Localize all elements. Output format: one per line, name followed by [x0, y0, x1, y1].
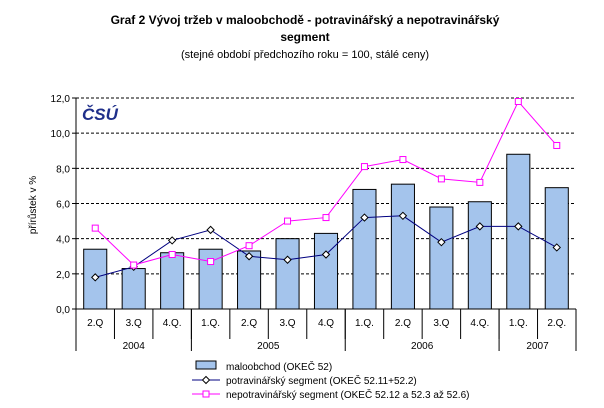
- year-label: 2007: [526, 341, 549, 352]
- data-point-square: [322, 214, 330, 222]
- y-tick-labels: 0,0 2,0 4,0 6,0 8,0 10,0 12,0: [51, 94, 71, 316]
- data-point-square: [284, 217, 292, 225]
- data-point-diamond: [437, 237, 446, 247]
- data-point-square: [360, 163, 368, 171]
- data-point-square: [514, 98, 522, 106]
- legend: maloobchod (OKEČ 52)potravinářský segmen…: [192, 360, 469, 401]
- bar: [467, 201, 492, 310]
- legend-label: potravinářský segment (OKEČ 52.11+52.2): [226, 374, 417, 387]
- bar: [275, 238, 300, 310]
- chart-subtitle: (stejné období předchozího roku = 100, s…: [181, 49, 429, 61]
- legend-marker-diamond: [201, 375, 211, 385]
- y-tick-label: 4,0: [56, 235, 70, 246]
- data-point-diamond: [321, 250, 331, 259]
- chart-title-line1: Graf 2 Vývoj tržeb v maloobchodě - potra…: [111, 13, 500, 27]
- data-point-square: [245, 242, 253, 250]
- data-point-diamond: [552, 243, 561, 252]
- bar-series: [83, 153, 569, 310]
- y-tick-label: 0,0: [56, 305, 70, 316]
- data-point-diamond: [283, 255, 292, 264]
- data-point-square: [168, 250, 176, 258]
- data-point-diamond: [244, 252, 254, 261]
- bar: [121, 268, 146, 310]
- y-tick-label: 2,0: [56, 270, 70, 281]
- chart-title-line2: segment: [280, 30, 329, 44]
- data-point-square: [207, 258, 215, 266]
- year-label: 2004: [123, 341, 146, 352]
- x-tick-label: 3.Q: [279, 318, 295, 329]
- legend-label: maloobchod (OKEČ 52): [226, 360, 332, 373]
- data-point-diamond: [206, 225, 215, 235]
- csu-logo: ČSÚ: [82, 105, 119, 124]
- data-point-square: [553, 141, 561, 149]
- bar: [313, 232, 339, 310]
- logo-text: ČSÚ: [82, 105, 119, 124]
- x-tick-label: 1.Q.: [509, 318, 528, 329]
- data-point-diamond: [91, 273, 100, 282]
- legend-label: nepotravinářský segment (OKEČ 52.12 a 52…: [226, 388, 469, 401]
- x-tick-label: 2.Q: [395, 318, 411, 329]
- bar: [352, 188, 377, 310]
- data-point-diamond: [167, 236, 177, 245]
- data-point-diamond: [475, 222, 485, 231]
- x-tick-label: 2.Q.: [547, 318, 566, 329]
- y-axis-label: přírůstek v %: [27, 176, 39, 234]
- x-tick-label: 3.Q: [126, 318, 142, 329]
- bar: [429, 206, 454, 310]
- x-tick-label: 1.Q.: [355, 318, 374, 329]
- x-tick-label: 4.Q.: [470, 318, 489, 329]
- x-tick-label: 1.Q.: [201, 318, 220, 329]
- bar: [160, 252, 185, 310]
- x-tick-label: 3.Q: [433, 318, 449, 329]
- x-tick-label: 2.Q: [241, 318, 257, 329]
- y-tick-label: 10,0: [51, 129, 71, 140]
- x-tick-label: 2.Q: [87, 318, 103, 329]
- data-point-square: [91, 224, 99, 232]
- data-point-square: [476, 178, 484, 186]
- data-point-square: [130, 261, 138, 269]
- year-label: 2005: [257, 341, 280, 352]
- data-point-diamond: [360, 213, 369, 222]
- y-tick-label: 12,0: [51, 94, 71, 105]
- data-point-square: [399, 156, 407, 164]
- data-point-square: [437, 175, 445, 183]
- x-tick-label: 4.Q.: [163, 318, 182, 329]
- year-label: 2006: [411, 341, 434, 352]
- bar: [390, 183, 415, 310]
- legend-swatch-bar: [195, 360, 217, 370]
- legend-marker-square: [202, 390, 210, 398]
- bar: [506, 153, 531, 310]
- data-point-diamond: [514, 222, 523, 231]
- axes: [75, 98, 576, 310]
- line-series: [91, 98, 561, 282]
- y-tick-label: 8,0: [56, 164, 70, 175]
- x-tick-label: 4.Q: [318, 318, 334, 329]
- x-tick-labels: 2.Q 3.Q 4.Q. 1.Q. 2.Q 3.Q 4.Q 1.Q. 2.Q 3.Q 4.Q. 1.Q…: [75, 309, 577, 352]
- y-tick-label: 6,0: [56, 200, 70, 211]
- data-point-diamond: [398, 211, 408, 221]
